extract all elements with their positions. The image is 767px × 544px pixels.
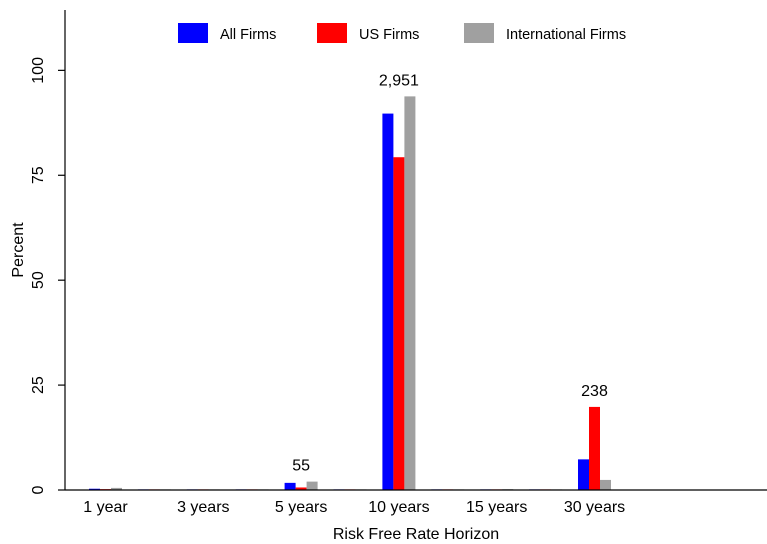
data-label: 238 [581, 383, 608, 400]
x-tick-labels: 1 year 3 years 5 years 10 years 15 years 30 y… [83, 499, 625, 516]
bar [284, 482, 296, 490]
y-tick-label: 100 [30, 57, 47, 84]
x-tick-label: 10 years [368, 499, 429, 516]
legend-swatch [178, 23, 208, 43]
bar [393, 157, 405, 491]
bar [600, 479, 611, 490]
legend-swatch [317, 23, 347, 43]
bar [404, 96, 416, 490]
bar [111, 487, 122, 490]
bars-group [89, 96, 611, 491]
y-tick-label: 75 [30, 166, 47, 184]
data-label: 2,951 [379, 72, 419, 89]
x-tick-label: 5 years [275, 499, 327, 516]
legend: All Firms US Firms International Firms [178, 23, 626, 43]
x-axis-label: Risk Free Rate Horizon [333, 526, 499, 543]
bar [382, 113, 394, 491]
x-tick-label: 15 years [466, 499, 527, 516]
data-label: 55 [292, 458, 310, 475]
bar [589, 406, 600, 490]
legend-label: International Firms [506, 27, 626, 43]
legend-swatch [464, 23, 494, 43]
bar [306, 481, 318, 490]
y-tick-label: 0 [30, 485, 47, 494]
y-tick-label: 50 [30, 271, 47, 289]
x-tick-label: 30 years [564, 499, 625, 516]
annotations-group: 55 2,951 238 [292, 72, 608, 474]
y-ticks: 0 25 50 75 100 [30, 57, 65, 494]
x-tick-label: 1 year [83, 499, 128, 516]
y-axis-label: Percent [10, 222, 27, 278]
bar [89, 488, 100, 490]
legend-label: US Firms [359, 27, 419, 43]
x-tick-label: 3 years [177, 499, 229, 516]
bar [295, 487, 307, 490]
legend-label: All Firms [220, 27, 276, 43]
y-tick-label: 25 [30, 376, 47, 394]
bar [578, 459, 589, 490]
